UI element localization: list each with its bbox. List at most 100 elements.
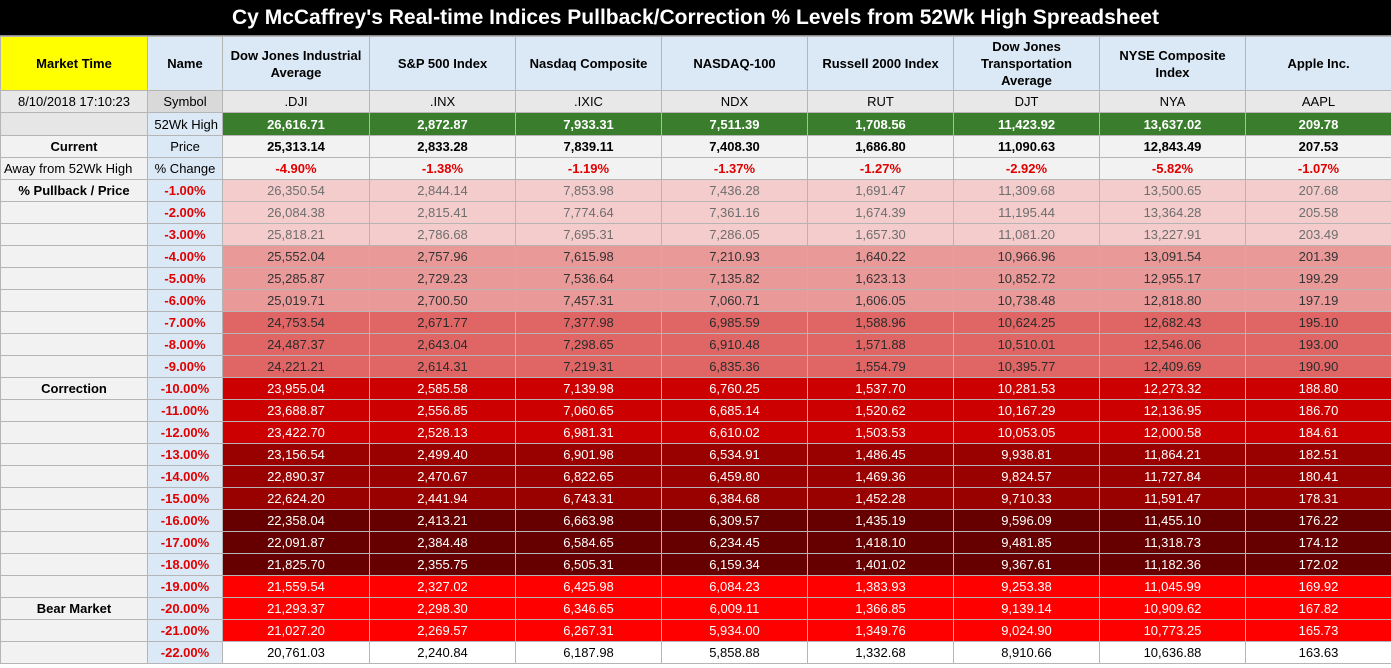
price-label[interactable]: Price: [147, 135, 223, 158]
pullback-percent[interactable]: -12.00%: [147, 421, 223, 444]
level-price-cell[interactable]: 1,401.02: [807, 553, 954, 576]
symbol-cell[interactable]: .IXIC: [515, 90, 662, 113]
level-price-cell[interactable]: 6,610.02: [661, 421, 808, 444]
pullback-percent[interactable]: -9.00%: [147, 355, 223, 378]
level-price-cell[interactable]: 10,167.29: [953, 399, 1100, 422]
level-price-cell[interactable]: 10,624.25: [953, 311, 1100, 334]
price-cell[interactable]: 207.53: [1245, 135, 1391, 158]
column-header[interactable]: Dow Jones Transportation Average: [953, 36, 1100, 91]
level-price-cell[interactable]: 6,009.11: [661, 597, 808, 620]
percent-change-cell[interactable]: -1.38%: [369, 157, 516, 180]
column-header[interactable]: NASDAQ-100: [661, 36, 808, 91]
empty-cell[interactable]: [0, 201, 148, 224]
level-price-cell[interactable]: 6,425.98: [515, 575, 662, 598]
level-price-cell[interactable]: 163.63: [1245, 641, 1391, 664]
level-price-cell[interactable]: 176.22: [1245, 509, 1391, 532]
pullback-percent[interactable]: -18.00%: [147, 553, 223, 576]
high-value-cell[interactable]: 11,423.92: [953, 112, 1100, 136]
percent-change-cell[interactable]: -1.19%: [515, 157, 662, 180]
level-price-cell[interactable]: 11,081.20: [953, 223, 1100, 246]
pullback-percent[interactable]: -2.00%: [147, 201, 223, 224]
level-price-cell[interactable]: 7,774.64: [515, 201, 662, 224]
level-price-cell[interactable]: 2,757.96: [369, 245, 516, 268]
high-value-cell[interactable]: 26,616.71: [222, 112, 370, 136]
pullback-percent[interactable]: -15.00%: [147, 487, 223, 510]
level-price-cell[interactable]: 9,367.61: [953, 553, 1100, 576]
level-price-cell[interactable]: 7,286.05: [661, 223, 808, 246]
level-price-cell[interactable]: 24,753.54: [222, 311, 370, 334]
price-cell[interactable]: 1,686.80: [807, 135, 954, 158]
level-price-cell[interactable]: 1,452.28: [807, 487, 954, 510]
level-price-cell[interactable]: 1,486.45: [807, 443, 954, 466]
level-price-cell[interactable]: 9,824.57: [953, 465, 1100, 488]
level-price-cell[interactable]: 1,588.96: [807, 311, 954, 334]
away-from-high-label[interactable]: Away from 52Wk High: [0, 157, 148, 180]
pullback-percent[interactable]: -10.00%: [147, 377, 223, 400]
percent-change-cell[interactable]: -5.82%: [1099, 157, 1246, 180]
level-price-cell[interactable]: 5,934.00: [661, 619, 808, 642]
level-price-cell[interactable]: 10,281.53: [953, 377, 1100, 400]
level-price-cell[interactable]: 2,528.13: [369, 421, 516, 444]
level-price-cell[interactable]: 12,409.69: [1099, 355, 1246, 378]
level-price-cell[interactable]: 6,760.25: [661, 377, 808, 400]
level-price-cell[interactable]: 167.82: [1245, 597, 1391, 620]
empty-cell[interactable]: [0, 399, 148, 422]
pullback-percent[interactable]: -19.00%: [147, 575, 223, 598]
price-cell[interactable]: 25,313.14: [222, 135, 370, 158]
level-price-cell[interactable]: 9,253.38: [953, 575, 1100, 598]
high-value-cell[interactable]: 7,511.39: [661, 112, 808, 136]
level-price-cell[interactable]: 169.92: [1245, 575, 1391, 598]
level-price-cell[interactable]: 10,852.72: [953, 267, 1100, 290]
level-price-cell[interactable]: 11,182.36: [1099, 553, 1246, 576]
level-price-cell[interactable]: 1,435.19: [807, 509, 954, 532]
level-price-cell[interactable]: 172.02: [1245, 553, 1391, 576]
level-price-cell[interactable]: 1,520.62: [807, 399, 954, 422]
symbol-cell[interactable]: NYA: [1099, 90, 1246, 113]
level-price-cell[interactable]: 9,481.85: [953, 531, 1100, 554]
level-price-cell[interactable]: 7,210.93: [661, 245, 808, 268]
pullback-percent[interactable]: -5.00%: [147, 267, 223, 290]
pullback-percent[interactable]: -8.00%: [147, 333, 223, 356]
empty-cell[interactable]: [0, 509, 148, 532]
level-price-cell[interactable]: 21,825.70: [222, 553, 370, 576]
level-price-cell[interactable]: 23,422.70: [222, 421, 370, 444]
level-price-cell[interactable]: 13,364.28: [1099, 201, 1246, 224]
level-price-cell[interactable]: 2,815.41: [369, 201, 516, 224]
level-price-cell[interactable]: 10,053.05: [953, 421, 1100, 444]
column-header[interactable]: Russell 2000 Index: [807, 36, 954, 91]
symbol-cell[interactable]: DJT: [953, 90, 1100, 113]
level-price-cell[interactable]: 6,901.98: [515, 443, 662, 466]
level-price-cell[interactable]: 6,981.31: [515, 421, 662, 444]
symbol-cell[interactable]: .INX: [369, 90, 516, 113]
level-price-cell[interactable]: 20,761.03: [222, 641, 370, 664]
level-price-cell[interactable]: 6,187.98: [515, 641, 662, 664]
level-price-cell[interactable]: 11,045.99: [1099, 575, 1246, 598]
level-price-cell[interactable]: 1,349.76: [807, 619, 954, 642]
pullback-percent[interactable]: -7.00%: [147, 311, 223, 334]
level-price-cell[interactable]: 6,743.31: [515, 487, 662, 510]
percent-change-cell[interactable]: -1.37%: [661, 157, 808, 180]
level-price-cell[interactable]: 25,285.87: [222, 267, 370, 290]
pullback-percent[interactable]: -20.00%: [147, 597, 223, 620]
level-price-cell[interactable]: 6,534.91: [661, 443, 808, 466]
level-price-cell[interactable]: 195.10: [1245, 311, 1391, 334]
level-price-cell[interactable]: 1,366.85: [807, 597, 954, 620]
level-price-cell[interactable]: 2,441.94: [369, 487, 516, 510]
empty-cell[interactable]: [0, 443, 148, 466]
level-price-cell[interactable]: 9,710.33: [953, 487, 1100, 510]
level-price-cell[interactable]: 7,219.31: [515, 355, 662, 378]
level-price-cell[interactable]: 10,738.48: [953, 289, 1100, 312]
level-price-cell[interactable]: 2,700.50: [369, 289, 516, 312]
empty-cell[interactable]: [0, 223, 148, 246]
level-price-cell[interactable]: 6,159.34: [661, 553, 808, 576]
level-price-cell[interactable]: 6,822.65: [515, 465, 662, 488]
level-price-cell[interactable]: 2,355.75: [369, 553, 516, 576]
level-price-cell[interactable]: 26,084.38: [222, 201, 370, 224]
empty-cell[interactable]: [0, 311, 148, 334]
level-price-cell[interactable]: 186.70: [1245, 399, 1391, 422]
level-price-cell[interactable]: 10,395.77: [953, 355, 1100, 378]
pullback-percent[interactable]: -13.00%: [147, 443, 223, 466]
level-price-cell[interactable]: 2,585.58: [369, 377, 516, 400]
level-price-cell[interactable]: 7,853.98: [515, 179, 662, 202]
level-price-cell[interactable]: 205.58: [1245, 201, 1391, 224]
